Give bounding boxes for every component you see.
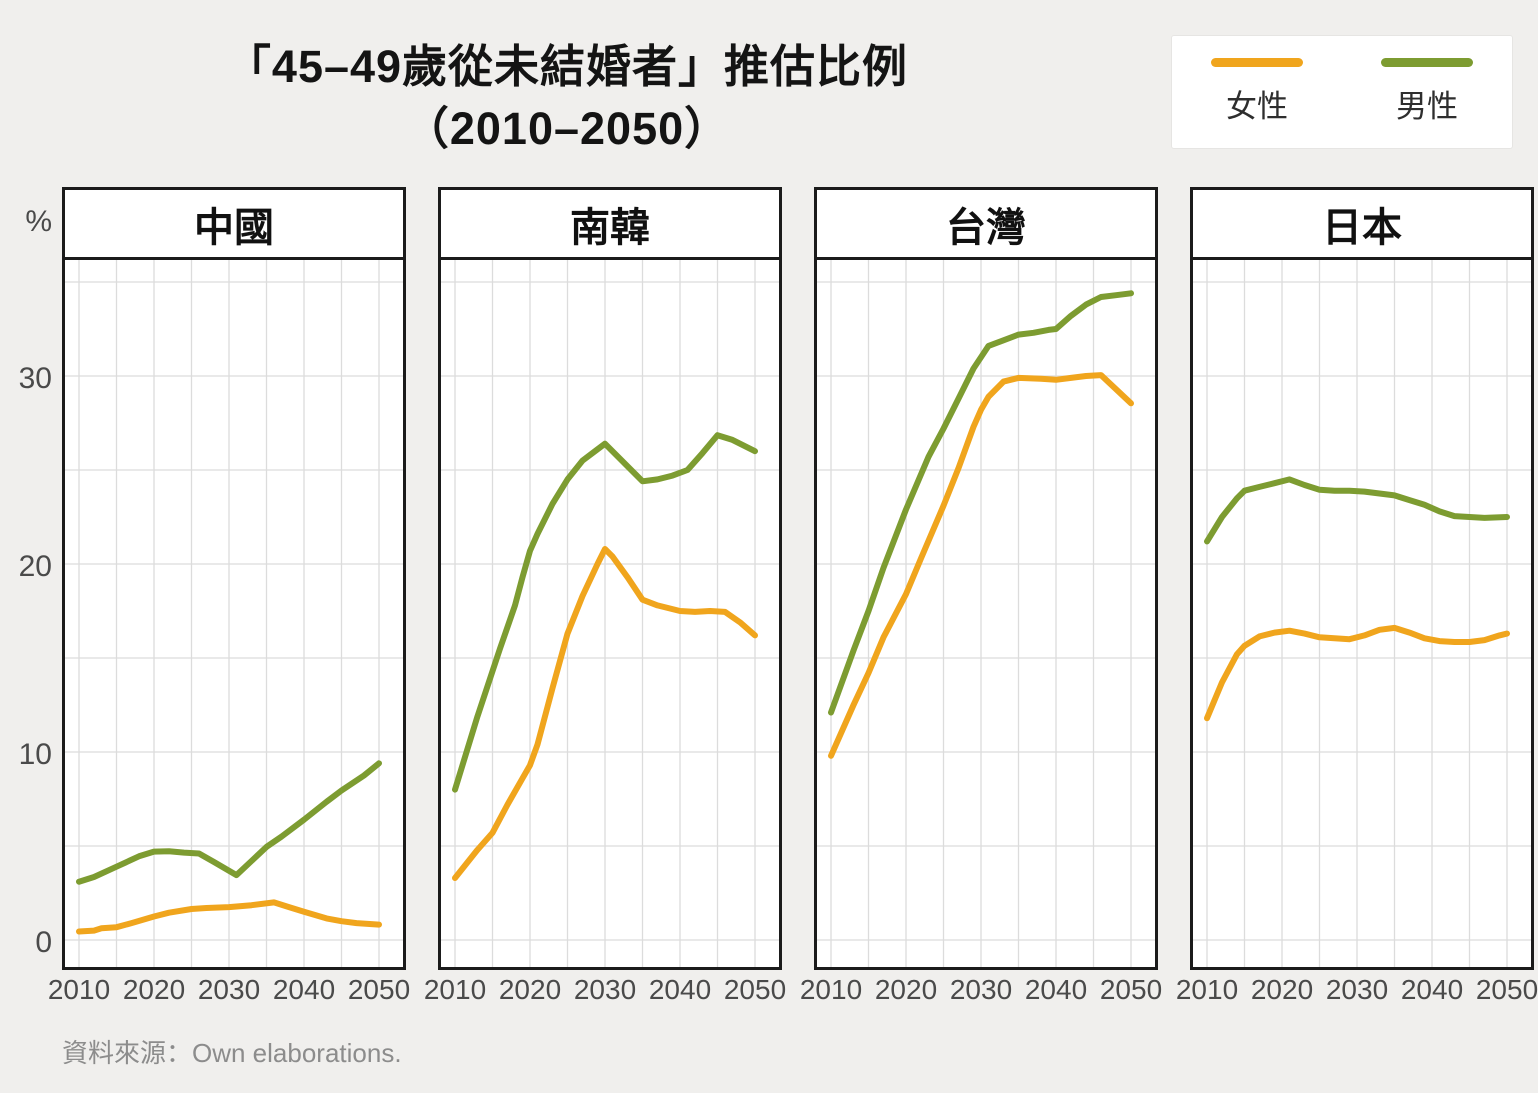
x-axis: 2010 2020 2030 2040 2050 [1176,970,1538,1014]
gridlines [1190,257,1534,970]
y-tick-30: 30 [18,362,52,395]
plot-1 [62,257,406,970]
x-tick-2040: 2040 [272,974,336,1005]
gridlines [814,257,1158,970]
line-female [828,372,1134,759]
line-male [452,432,758,793]
panel-title: 台灣 [814,187,1158,260]
x-tick-2030: 2030 [573,974,637,1005]
line-female [76,899,382,935]
x-axis: 2010 2020 2030 2040 2050 [424,970,786,1014]
chart-header: 「45–49歲從未結婚者」推估比例 （2010–2050） 女性 男性 [0,0,1538,187]
panel-1: 中國 2010 2020 2030 2040 2050 [48,187,410,1015]
gridlines [62,257,406,970]
legend-swatch-male [1381,58,1473,67]
panel-title: 日本 [1190,187,1534,260]
x-tick-2050: 2050 [347,974,411,1005]
legend: 女性 男性 [1172,36,1512,148]
x-tick-2040: 2040 [1400,974,1464,1005]
x-tick-2010: 2010 [423,974,487,1005]
x-tick-2030: 2030 [1325,974,1389,1005]
line-female [1204,624,1510,722]
panel-title: 南韓 [438,187,782,260]
y-axis: % 30 20 10 0 [0,187,62,1015]
panel-2: 南韓 2010 2020 2030 2040 2050 [424,187,786,1015]
x-tick-2030: 2030 [197,974,261,1005]
x-tick-2010: 2010 [47,974,111,1005]
line-female [452,546,758,881]
x-tick-2020: 2020 [122,974,186,1005]
y-axis-unit-label: % [25,205,52,238]
x-tick-2010: 2010 [799,974,863,1005]
x-axis: 2010 2020 2030 2040 2050 [48,970,410,1014]
plot-2 [438,257,782,970]
panel-title: 中國 [62,187,406,260]
x-tick-2050: 2050 [1099,974,1163,1005]
source-note: 資料來源：Own elaborations. [62,1038,402,1068]
chart-body: % 30 20 10 0 中國 2010 2020 2030 2040 2050 南韓 201… [0,187,1538,1015]
x-tick-2010: 2010 [1175,974,1239,1005]
x-tick-2050: 2050 [723,974,787,1005]
x-tick-2030: 2030 [949,974,1013,1005]
legend-label-female: 女性 [1226,89,1288,124]
line-male [828,290,1134,716]
panel-4: 日本 2010 2020 2030 2040 2050 [1176,187,1538,1015]
y-tick-20: 20 [18,550,52,583]
panel-3: 台灣 2010 2020 2030 2040 2050 [800,187,1162,1015]
legend-item-female: 女性 [1211,58,1303,126]
x-axis: 2010 2020 2030 2040 2050 [800,970,1162,1014]
plot-3 [814,257,1158,970]
x-tick-2050: 2050 [1475,974,1538,1005]
chart-title-line1: 「45–49歲從未結婚者」推估比例 [225,41,909,92]
x-tick-2040: 2040 [648,974,712,1005]
plot-4 [1190,257,1534,970]
line-male [1204,476,1510,545]
x-tick-2040: 2040 [1024,974,1088,1005]
line-male [76,760,382,885]
x-tick-2020: 2020 [874,974,938,1005]
x-tick-2020: 2020 [1250,974,1314,1005]
chart-title: 「45–49歲從未結婚者」推估比例 （2010–2050） [0,36,1134,160]
x-tick-2020: 2020 [498,974,562,1005]
y-tick-10: 10 [18,738,52,771]
legend-swatch-female [1211,58,1303,67]
chart-title-line2: （2010–2050） [403,103,731,154]
panels-container: 中國 2010 2020 2030 2040 2050 南韓 2010 2020 2030 2040… [48,187,1538,1015]
y-tick-0: 0 [35,926,52,959]
legend-label-male: 男性 [1396,89,1458,124]
legend-item-male: 男性 [1381,58,1473,126]
